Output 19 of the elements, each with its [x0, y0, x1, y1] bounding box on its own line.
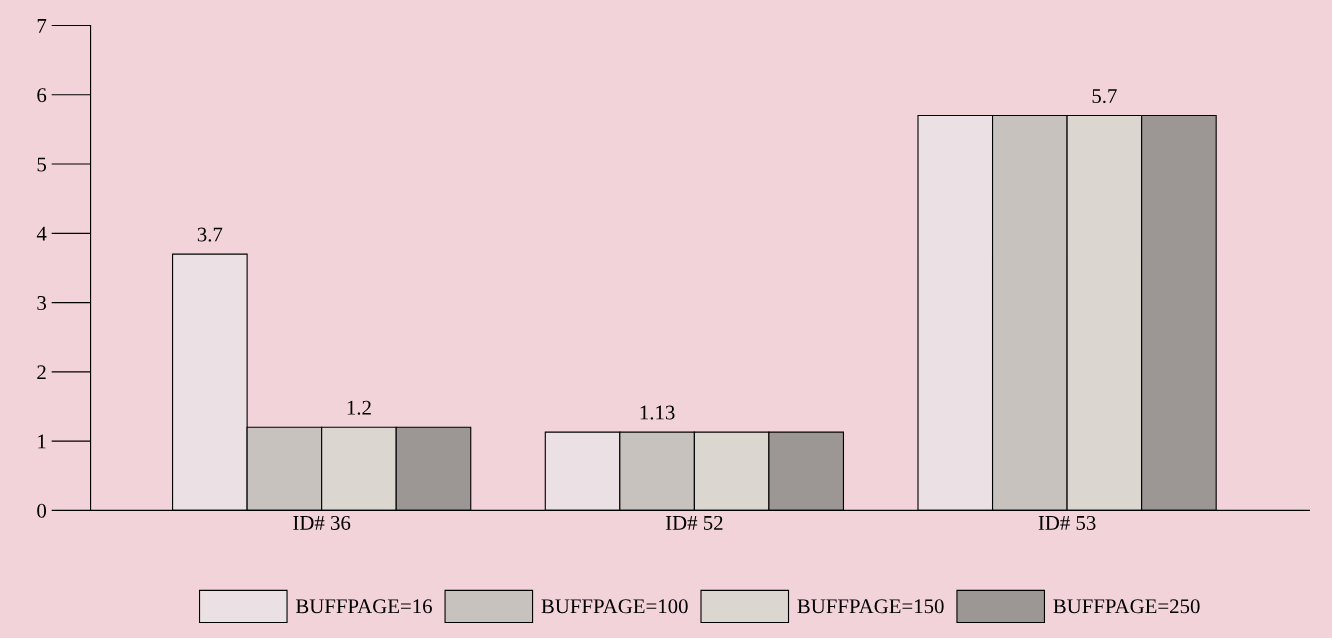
legend-label: BUFFPAGE=250 — [1053, 599, 1200, 614]
legend-label: BUFFPAGE=16 — [295, 599, 432, 614]
legend-label: BUFFPAGE=150 — [797, 599, 944, 614]
y-tick-label: 7 — [37, 19, 47, 33]
data-label: 5.7 — [1092, 89, 1117, 104]
y-tick-label: 6 — [37, 88, 47, 103]
x-tick-label: ID# 52 — [665, 515, 723, 530]
data-label: 1.13 — [640, 405, 675, 420]
data-label: 3.7 — [197, 227, 223, 242]
y-tick-label: 5 — [37, 157, 47, 172]
y-tick-label: 4 — [36, 226, 47, 241]
y-tick-label: 0 — [37, 503, 47, 518]
x-tick-label: ID# 36 — [293, 515, 351, 530]
data-label: 1.2 — [347, 400, 371, 415]
x-tick-label: ID# 53 — [1038, 515, 1096, 530]
y-tick-label: 1 — [38, 434, 46, 449]
legend-label: BUFFPAGE=100 — [541, 599, 688, 614]
y-tick-label: 3 — [37, 296, 47, 311]
y-tick-label: 2 — [37, 365, 46, 380]
